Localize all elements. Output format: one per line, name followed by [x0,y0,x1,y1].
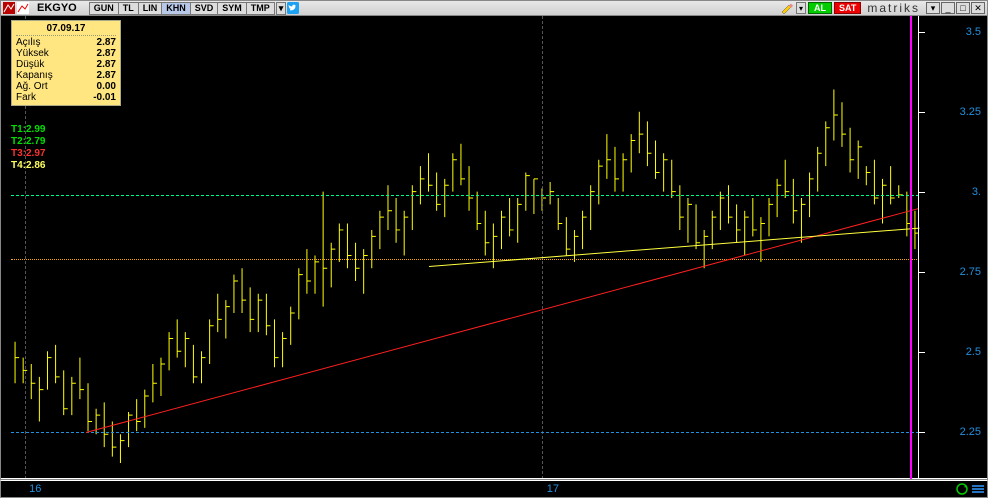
y-tick-label: 3.5 [966,26,981,38]
toolbar-button-tmp[interactable]: TMP [246,2,275,15]
horizontal-line [11,259,919,260]
al-button[interactable]: AL [808,2,832,14]
ohlc-row: Ağ. Ort0.00 [16,81,116,92]
horizontal-line [11,432,919,433]
window-tool-button[interactable]: ▾ [926,2,940,14]
dropdown-button[interactable]: ▾ [276,2,287,15]
chart-area[interactable]: 07.09.17 Açılış2.87Yüksek2.87Düşük2.87Ka… [11,16,919,479]
settings-icon[interactable] [971,482,985,496]
ohlc-panel: 07.09.17 Açılış2.87Yüksek2.87Düşük2.87Ka… [11,20,121,106]
y-tick-label: 2.75 [960,266,981,278]
pencil-icon[interactable] [780,2,794,14]
maximize-button[interactable]: □ [956,2,970,14]
window-buttons: ▾ _ □ ✕ [926,2,985,14]
y-axis: 2.25 2.5 2.75 3. 3.25 3.5 [919,16,987,479]
titlebar-left: EKGYO GUNTLLINKHNSVDSYMTMP ▾ [1,2,299,15]
sat-button[interactable]: SAT [834,2,861,14]
twitter-icon[interactable] [287,2,299,14]
x-axis: 1617 [0,480,988,498]
ohlc-row: Açılış2.87 [16,37,116,48]
vertical-separator [542,16,543,479]
y-tick-label: 2.5 [966,346,981,358]
toolbar-button-tl[interactable]: TL [118,2,139,15]
baseline [1,478,987,479]
toolbar-buttons: GUNTLLINKHNSVDSYMTMP [89,2,274,15]
horizontal-line [11,195,919,196]
chart-icon [17,2,29,14]
refresh-icon[interactable] [955,482,969,496]
trend-label: T3:2.97 [11,148,45,160]
corner-icons [955,482,985,496]
ohlc-row: Fark-0.01 [16,92,116,103]
trend-label: T2:2.79 [11,136,45,148]
chart-main: 07.09.17 Açılış2.87Yüksek2.87Düşük2.87Ka… [0,16,988,480]
price-svg [11,16,919,479]
toolbar-button-sym[interactable]: SYM [217,2,247,15]
toolbar-button-khn[interactable]: KHN [161,2,191,15]
titlebar: EKGYO GUNTLLINKHNSVDSYMTMP ▾ ▾ AL SAT ma… [0,0,988,16]
minimize-button[interactable]: _ [941,2,955,14]
y-tick-label: 3.25 [960,106,981,118]
y-tick-label: 2.25 [960,426,981,438]
ohlc-row: Yüksek2.87 [16,48,116,59]
x-tick-label: 16 [29,483,41,495]
toolbar-button-gun[interactable]: GUN [89,2,119,15]
brand-label: matriks [863,1,924,15]
ticker-symbol: EKGYO [31,2,83,14]
ohlc-row: Düşük2.87 [16,59,116,70]
ohlc-row: Kapanış2.87 [16,70,116,81]
cursor-line [910,16,912,479]
dropdown-right[interactable]: ▾ [796,2,806,14]
trend-label: T1:2.99 [11,124,45,136]
y-tick-label: 3. [972,186,981,198]
app-icon [3,2,15,14]
titlebar-right: ▾ AL SAT matriks ▾ _ □ ✕ [780,1,987,15]
toolbar-button-lin[interactable]: LIN [138,2,163,15]
trend-labels: T1:2.99T2:2.79T3:2.97T4:2.86 [11,124,45,172]
ohlc-date: 07.09.17 [16,23,116,36]
x-tick-label: 17 [547,483,559,495]
close-button[interactable]: ✕ [971,2,985,14]
trend-label: T4:2.86 [11,160,45,172]
toolbar-button-svd[interactable]: SVD [190,2,219,15]
